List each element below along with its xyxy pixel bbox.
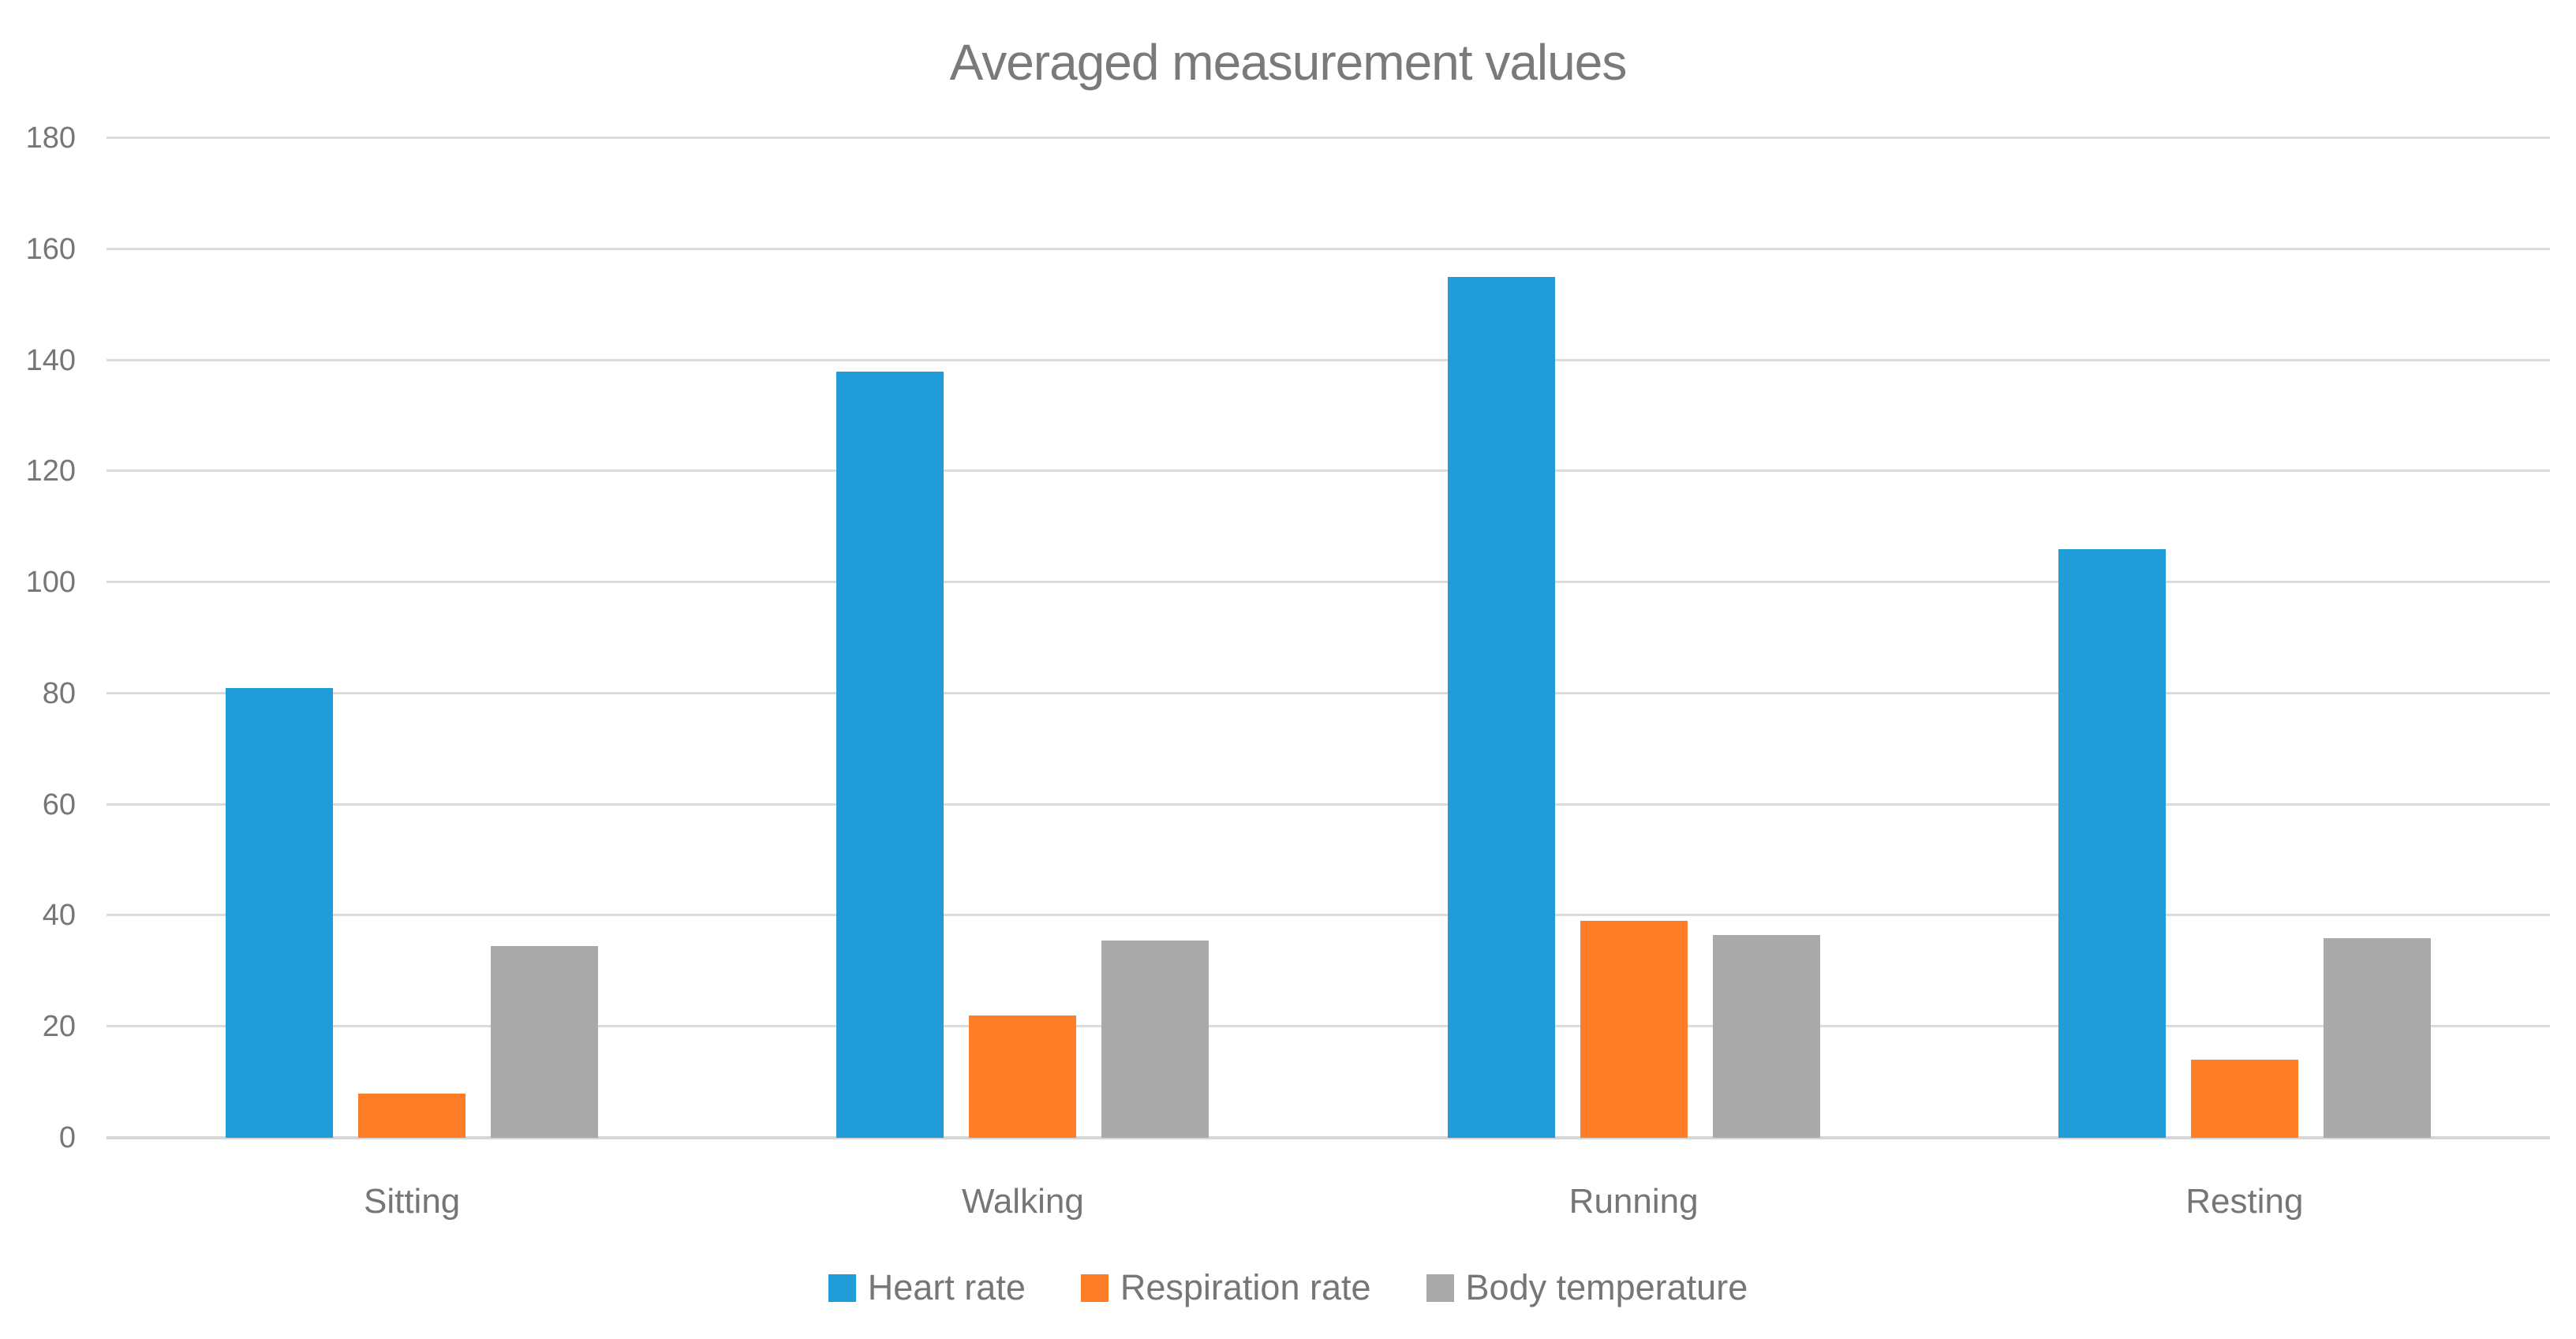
gridline-60	[107, 802, 2550, 806]
bar-body-temperature-resting[interactable]	[2324, 938, 2431, 1138]
legend-item-body-temperature[interactable]: Body temperature	[1426, 1267, 1748, 1308]
gridline-100	[107, 581, 2550, 584]
legend: Heart rate Respiration rate Body temperatu…	[0, 1267, 2576, 1308]
category-label-resting: Resting	[2185, 1182, 2304, 1221]
legend-label-respiration-rate: Respiration rate	[1120, 1267, 1371, 1307]
bar-heart-rate-resting[interactable]	[2058, 549, 2166, 1138]
chart-title: Averaged measurement values	[949, 34, 1628, 91]
y-axis-tick-label-20: 20	[42, 1010, 76, 1044]
bar-body-temperature-walking[interactable]	[1101, 941, 1209, 1138]
bar-heart-rate-sitting[interactable]	[226, 688, 333, 1138]
y-axis-tick-label-100: 100	[25, 566, 76, 600]
bar-heart-rate-walking[interactable]	[836, 372, 944, 1138]
gridline-160	[107, 247, 2550, 250]
gridline-20	[107, 1025, 2550, 1028]
y-axis-tick-label-180: 180	[25, 122, 76, 155]
bar-body-temperature-sitting[interactable]	[491, 946, 598, 1138]
legend-swatch-icon-respiration-rate	[1080, 1274, 1109, 1302]
bar-respiration-rate-running[interactable]	[1580, 921, 1688, 1138]
gridline-40	[107, 914, 2550, 917]
y-axis-tick-label-60: 60	[42, 787, 76, 821]
legend-label-body-temperature: Body temperature	[1465, 1267, 1748, 1307]
legend-swatch-icon-heart-rate	[828, 1274, 856, 1302]
y-axis-tick-label-120: 120	[25, 454, 76, 488]
legend-swatch-icon-body-temperature	[1426, 1274, 1454, 1302]
legend-label-heart-rate: Heart rate	[867, 1267, 1026, 1307]
y-axis-tick-label-0: 0	[58, 1121, 76, 1154]
y-axis-tick-label-160: 160	[25, 232, 76, 266]
y-axis-tick-label-40: 40	[42, 899, 76, 933]
category-label-running: Running	[1568, 1182, 1699, 1221]
gridline-80	[107, 691, 2550, 694]
bar-body-temperature-running[interactable]	[1713, 935, 1820, 1138]
category-label-walking: Walking	[961, 1182, 1084, 1221]
gridline-180	[107, 137, 2550, 139]
bar-respiration-rate-resting[interactable]	[2191, 1060, 2298, 1138]
category-label-sitting: Sitting	[363, 1182, 461, 1221]
legend-item-heart-rate[interactable]: Heart rate	[828, 1267, 1026, 1308]
x-axis-line	[107, 1136, 2550, 1139]
bar-respiration-rate-walking[interactable]	[969, 1015, 1076, 1138]
y-axis-tick-label-80: 80	[42, 676, 76, 710]
legend-item-respiration-rate[interactable]: Respiration rate	[1080, 1267, 1371, 1308]
y-axis-tick-label-140: 140	[25, 343, 76, 377]
gridline-120	[107, 469, 2550, 473]
bar-respiration-rate-sitting[interactable]	[358, 1094, 465, 1138]
gridline-140	[107, 358, 2550, 361]
bar-heart-rate-running[interactable]	[1448, 277, 1555, 1138]
